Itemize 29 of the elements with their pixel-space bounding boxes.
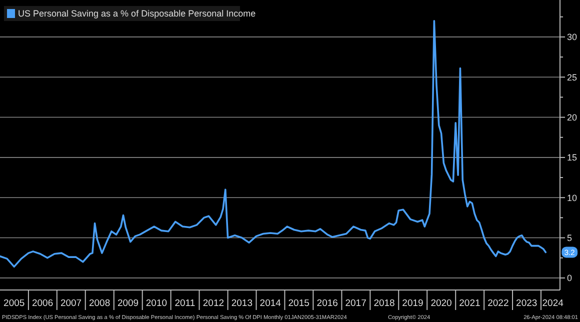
- x-tick-label: 2015: [288, 298, 310, 309]
- x-tick-label: 2022: [488, 298, 509, 309]
- x-tick-label: 2014: [260, 298, 281, 309]
- x-tick-label: 2005: [4, 298, 25, 309]
- x-tick-label: 2006: [32, 298, 54, 309]
- x-tick-label: 2019: [402, 298, 424, 309]
- y-tick-label: 30: [567, 32, 578, 42]
- y-tick-label: 10: [567, 192, 578, 203]
- x-tick-label: 2013: [231, 298, 252, 309]
- x-tick-label: 2018: [374, 298, 395, 309]
- x-tick-label: 2021: [459, 298, 480, 309]
- x-tick-label: 2016: [316, 298, 338, 309]
- y-tick-label: 15: [567, 152, 578, 163]
- legend-label: US Personal Saving as a % of Disposable Personal Income: [18, 8, 256, 19]
- x-tick-label: 2009: [117, 298, 139, 309]
- x-tick-label: 2010: [146, 298, 168, 309]
- x-tick-label: 2020: [430, 298, 452, 309]
- x-tick-label: 2012: [202, 298, 224, 309]
- x-tick-label: 2024: [542, 298, 564, 309]
- x-tick-label: 2011: [174, 298, 196, 309]
- x-tick-label: 2023: [516, 298, 538, 309]
- line-series: [0, 20, 547, 268]
- x-tick-label: 2008: [88, 298, 110, 309]
- y-tick-label: 0: [567, 273, 572, 284]
- y-tick-label: 20: [567, 112, 578, 122]
- x-tick-label: 2007: [60, 298, 82, 309]
- y-tick-label: 5: [567, 232, 572, 243]
- x-tick-label: 2017: [345, 298, 366, 309]
- y-tick-label: 25: [567, 72, 578, 82]
